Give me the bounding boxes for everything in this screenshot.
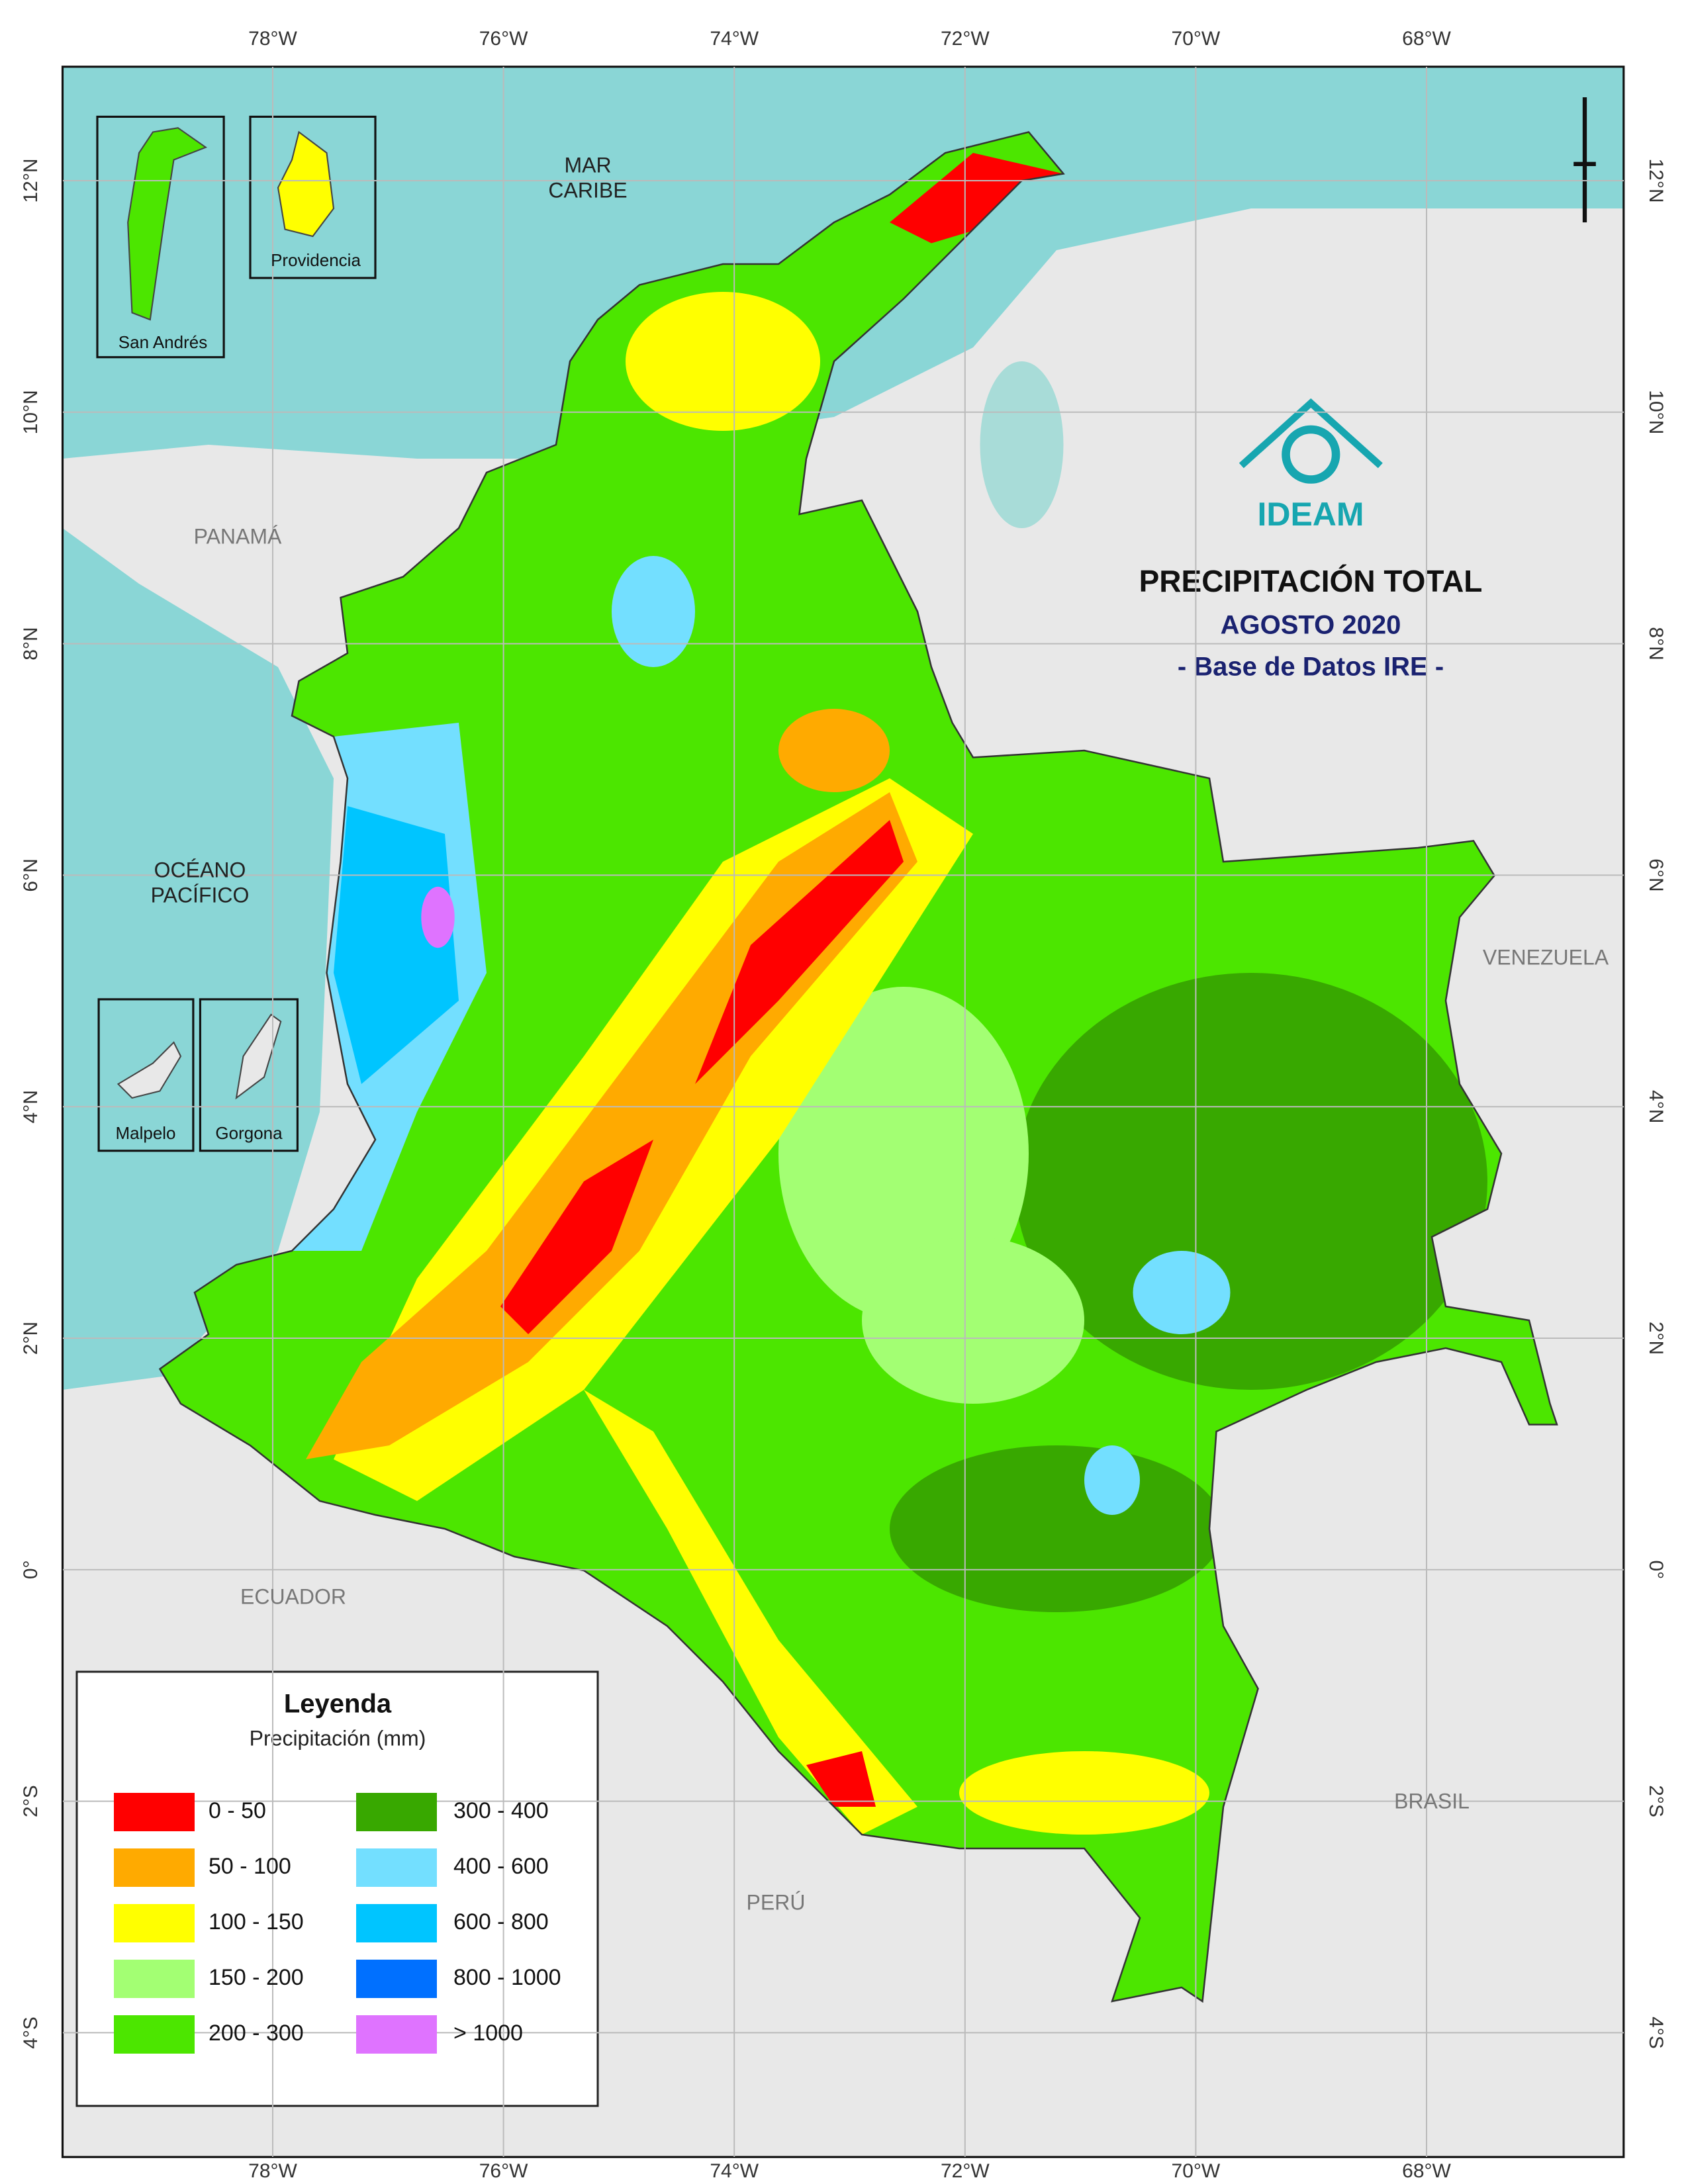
lon-tick-label: 72°W xyxy=(941,28,990,50)
legend-swatch xyxy=(114,1848,195,1887)
place-label: CARIBE xyxy=(548,178,627,202)
place-label: ECUADOR xyxy=(240,1584,346,1608)
place-label: BRASIL xyxy=(1394,1789,1470,1813)
logo-roof xyxy=(1239,398,1383,469)
place-label: OCÉANO xyxy=(154,858,246,882)
title: PRECIPITACIÓN TOTAL xyxy=(1139,564,1483,598)
legend-swatch xyxy=(114,1904,195,1942)
island xyxy=(127,127,208,321)
lon-tick-label: 68°W xyxy=(1402,2160,1451,2182)
source: - Base de Datos IRE - xyxy=(1178,653,1444,682)
legend-label: 300 - 400 xyxy=(453,1798,549,1823)
lat-tick-label: 2°S xyxy=(20,1785,42,1817)
subtitle: AGOSTO 2020 xyxy=(1221,611,1401,640)
lon-tick-label: 76°W xyxy=(479,2160,528,2182)
legend-label: 50 - 100 xyxy=(209,1854,291,1879)
map-frame xyxy=(61,66,1625,2158)
inset-label: Gorgona xyxy=(215,1123,283,1143)
lon-tick-label: 68°W xyxy=(1402,28,1451,50)
lon-tick-label: 78°W xyxy=(248,2160,297,2182)
lat-tick-label: 2°N xyxy=(20,1322,42,1355)
place-label: PACÍFICO xyxy=(151,883,250,907)
place-label: MAR xyxy=(564,153,611,177)
inset-label: Providencia xyxy=(271,250,361,270)
lat-tick-label: 4°N xyxy=(20,1090,42,1123)
legend-label: 800 - 1000 xyxy=(453,1965,561,1990)
legend-title: Leyenda xyxy=(284,1690,392,1719)
inset-label: Malpelo xyxy=(115,1123,175,1143)
legend-label: > 1000 xyxy=(453,2021,523,2046)
legend-swatch xyxy=(356,1960,437,1998)
logo: IDEAM xyxy=(1257,496,1364,533)
lat-tick-label: 4°S xyxy=(1645,2017,1667,2049)
place-label: PANAMÁ xyxy=(194,524,282,548)
inset-label: San Andrés xyxy=(118,332,207,352)
lat-tick-label: 10°N xyxy=(20,390,42,434)
pacific-ocean xyxy=(62,527,334,1390)
place-label: VENEZUELA xyxy=(1483,945,1609,969)
legend-label: 400 - 600 xyxy=(453,1854,549,1879)
island xyxy=(277,130,335,238)
place-label: PERÚ xyxy=(747,1890,806,1914)
lake xyxy=(980,361,1064,528)
legend-label: 100 - 150 xyxy=(209,1909,304,1934)
legend-label: 200 - 300 xyxy=(209,2021,304,2046)
legend-label: 0 - 50 xyxy=(209,1798,266,1823)
lat-tick-label: 2°N xyxy=(1645,1322,1667,1355)
legend-swatch xyxy=(356,1848,437,1887)
legend-swatch xyxy=(356,1904,437,1942)
north-arrow xyxy=(1573,97,1596,222)
lat-tick-label: 4°N xyxy=(1645,1090,1667,1123)
legend-subtitle: Precipitación (mm) xyxy=(250,1726,426,1750)
island xyxy=(117,1041,182,1099)
lon-tick-label: 78°W xyxy=(248,28,297,50)
lon-tick-label: 70°W xyxy=(1172,28,1221,50)
legend-swatch xyxy=(356,1793,437,1831)
lon-tick-label: 72°W xyxy=(941,2160,990,2182)
lat-tick-label: 12°N xyxy=(1645,158,1667,203)
lat-tick-label: 12°N xyxy=(20,158,42,203)
lon-tick-label: 70°W xyxy=(1172,2160,1221,2182)
legend-swatch xyxy=(114,1793,195,1831)
lat-tick-label: 0° xyxy=(1645,1560,1667,1579)
lon-tick-label: 76°W xyxy=(479,28,528,50)
legend-swatch xyxy=(114,2015,195,2054)
legend-label: 600 - 800 xyxy=(453,1909,549,1934)
logo-swirl xyxy=(1282,425,1340,484)
lon-tick-label: 74°W xyxy=(710,28,759,50)
legend-label: 150 - 200 xyxy=(209,1965,304,1990)
lat-tick-label: 0° xyxy=(20,1560,42,1579)
legend-swatch xyxy=(114,1960,195,1998)
lon-tick-label: 74°W xyxy=(710,2160,759,2182)
lat-tick-label: 8°N xyxy=(1645,627,1667,660)
legend-swatch xyxy=(356,2015,437,2054)
lat-tick-label: 4°S xyxy=(20,2017,42,2049)
lat-tick-label: 10°N xyxy=(1645,390,1667,434)
lat-tick-label: 2°S xyxy=(1645,1785,1667,1817)
lat-tick-label: 8°N xyxy=(20,627,42,660)
lat-tick-label: 6°N xyxy=(20,858,42,891)
lat-tick-label: 6°N xyxy=(1645,858,1667,891)
